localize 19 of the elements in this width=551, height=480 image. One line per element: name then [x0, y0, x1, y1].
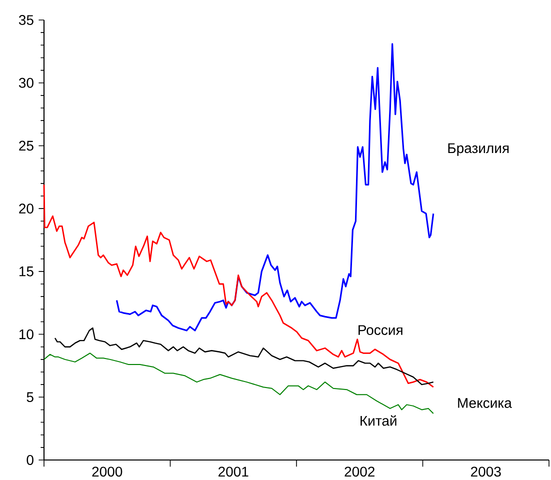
- x-tick-label: 2001: [218, 466, 248, 477]
- text: Мексика: [458, 398, 512, 408]
- line-series: [43, 184, 434, 388]
- text: Бразилия: [448, 143, 509, 156]
- line-series: [44, 352, 434, 414]
- y-tick-label: 5: [26, 392, 34, 402]
- line-series: [54, 327, 434, 386]
- y-tick-label: 0: [26, 455, 34, 465]
- series-label: Россия: [358, 325, 402, 335]
- y-tick-label: 25: [19, 140, 34, 151]
- series-label: Китай: [360, 415, 396, 426]
- x-tick-label: 2000: [92, 466, 122, 477]
- y-tick-label: 10: [19, 329, 34, 340]
- x-tick-label: 2003: [471, 466, 501, 477]
- y-tick-label: 35: [18, 15, 34, 25]
- x-tick-label: 2002: [344, 466, 374, 477]
- y-tick-label: 20: [19, 204, 34, 214]
- y-tick-label: 15: [19, 266, 34, 276]
- y-tick-label: 30: [18, 78, 34, 88]
